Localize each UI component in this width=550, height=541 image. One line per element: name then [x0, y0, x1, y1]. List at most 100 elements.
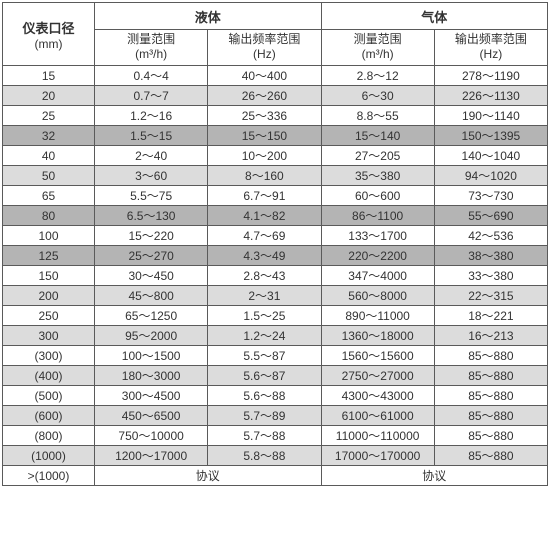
- cell-gas-freq: 150～1395: [434, 126, 547, 146]
- cell-liquid-measure: 1200～17000: [95, 446, 208, 466]
- cell-liquid-freq: 6.7～91: [208, 186, 321, 206]
- cell-liquid-freq: 1.2～24: [208, 326, 321, 346]
- cell-diameter: 50: [3, 166, 95, 186]
- header-gas-freq: 输出频率范围 (Hz): [434, 30, 547, 66]
- cell-gas-freq: 94～1020: [434, 166, 547, 186]
- cell-liquid-measure: 45～800: [95, 286, 208, 306]
- cell-liquid-measure: 65～1250: [95, 306, 208, 326]
- table-row: (300)100～15005.5～871560～1560085～880: [3, 346, 548, 366]
- cell-gas-freq: 278～1190: [434, 66, 547, 86]
- table-row: (800)750～100005.7～8811000～11000085～880: [3, 426, 548, 446]
- table-header: 仪表口径 (mm) 液体 气体 测量范围 (m³/h) 输出频率范围 (Hz) …: [3, 3, 548, 66]
- cell-gas-freq: 42～536: [434, 226, 547, 246]
- cell-gas-measure: 60～600: [321, 186, 434, 206]
- cell-gas-measure: 1360～18000: [321, 326, 434, 346]
- table-row: 251.2～1625～3368.8～55190～1140: [3, 106, 548, 126]
- table-row: 806.5～1304.1～8286～110055～690: [3, 206, 548, 226]
- cell-gas-measure: 2.8～12: [321, 66, 434, 86]
- cell-liquid-freq: 4.7～69: [208, 226, 321, 246]
- cell-gas-freq: 190～1140: [434, 106, 547, 126]
- cell-liquid-freq: 10～200: [208, 146, 321, 166]
- cell-liquid-measure: 0.7～7: [95, 86, 208, 106]
- table-row: 20045～8002～31560～800022～315: [3, 286, 548, 306]
- header-diameter-label: 仪表口径: [3, 18, 94, 37]
- cell-gas-freq: 85～880: [434, 366, 547, 386]
- cell-gas-freq: 85～880: [434, 446, 547, 466]
- cell-gas-measure: 8.8～55: [321, 106, 434, 126]
- cell-liquid-measure: 2～40: [95, 146, 208, 166]
- table-row: 655.5～756.7～9160～60073～730: [3, 186, 548, 206]
- cell-liquid-measure: 1.2～16: [95, 106, 208, 126]
- cell-gas-freq: 85～880: [434, 406, 547, 426]
- cell-liquid-freq: 5.6～88: [208, 386, 321, 406]
- cell-gas-freq: 22～315: [434, 286, 547, 306]
- cell-gas-measure: 4300～43000: [321, 386, 434, 406]
- table-row: (600)450～65005.7～896100～6100085～880: [3, 406, 548, 426]
- table-body: 150.4～440～4002.8～12278～1190200.7～726～260…: [3, 66, 548, 486]
- cell-liquid-freq: 26～260: [208, 86, 321, 106]
- table-row: 30095～20001.2～241360～1800016～213: [3, 326, 548, 346]
- cell-gas-freq: 140～1040: [434, 146, 547, 166]
- cell-gas-freq: 85～880: [434, 426, 547, 446]
- cell-liquid-freq: 2～31: [208, 286, 321, 306]
- cell-diameter: 15: [3, 66, 95, 86]
- cell-diameter: (500): [3, 386, 95, 406]
- cell-liquid-freq: 8～160: [208, 166, 321, 186]
- cell-liquid-measure: 15～220: [95, 226, 208, 246]
- cell-liquid-freq: 5.7～88: [208, 426, 321, 446]
- cell-liquid-freq: 15～150: [208, 126, 321, 146]
- cell-liquid-freq: 4.1～82: [208, 206, 321, 226]
- table-row: (1000)1200～170005.8～8817000～17000085～880: [3, 446, 548, 466]
- cell-diameter: (1000): [3, 446, 95, 466]
- cell-gas-measure: 11000～110000: [321, 426, 434, 446]
- cell-liquid-measure: 1.5～15: [95, 126, 208, 146]
- cell-diameter: 80: [3, 206, 95, 226]
- cell-liquid-freq: 2.8～43: [208, 266, 321, 286]
- cell-diameter: 250: [3, 306, 95, 326]
- header-liquid-measure: 测量范围 (m³/h): [95, 30, 208, 66]
- cell-liquid-measure: 25～270: [95, 246, 208, 266]
- cell-gas-freq: 55～690: [434, 206, 547, 226]
- cell-liquid-freq: 5.8～88: [208, 446, 321, 466]
- cell-liquid-freq: 1.5～25: [208, 306, 321, 326]
- cell-diameter: (600): [3, 406, 95, 426]
- cell-diameter: 100: [3, 226, 95, 246]
- cell-gas-freq: 85～880: [434, 346, 547, 366]
- cell-liquid-measure: 6.5～130: [95, 206, 208, 226]
- cell-diameter: 125: [3, 246, 95, 266]
- table-row: 503～608～16035～38094～1020: [3, 166, 548, 186]
- cell-diameter: (400): [3, 366, 95, 386]
- cell-gas-measure: 35～380: [321, 166, 434, 186]
- cell-liquid-freq: 4.3～49: [208, 246, 321, 266]
- table-row: (500)300～45005.6～884300～4300085～880: [3, 386, 548, 406]
- cell-liquid-freq: 5.5～87: [208, 346, 321, 366]
- table-row: (400)180～30005.6～872750～2700085～880: [3, 366, 548, 386]
- cell-gas-measure: 6～30: [321, 86, 434, 106]
- cell-liquid-measure: 750～10000: [95, 426, 208, 446]
- cell-liquid-freq: 5.6～87: [208, 366, 321, 386]
- cell-liquid-measure: 300～4500: [95, 386, 208, 406]
- header-diameter-unit: (mm): [3, 37, 94, 51]
- header-gas: 气体: [321, 3, 548, 30]
- table-row: 150.4～440～4002.8～12278～1190: [3, 66, 548, 86]
- cell-liquid-measure: 3～60: [95, 166, 208, 186]
- cell-liquid-measure: 30～450: [95, 266, 208, 286]
- cell-liquid-freq: 25～336: [208, 106, 321, 126]
- cell-gas-measure: 220～2200: [321, 246, 434, 266]
- spec-table: 仪表口径 (mm) 液体 气体 测量范围 (m³/h) 输出频率范围 (Hz) …: [2, 2, 548, 486]
- cell-diameter: (800): [3, 426, 95, 446]
- cell-gas-measure: 1560～15600: [321, 346, 434, 366]
- cell-liquid-span: 协议: [95, 466, 322, 486]
- cell-diameter: >(1000): [3, 466, 95, 486]
- cell-liquid-measure: 100～1500: [95, 346, 208, 366]
- cell-gas-freq: 73～730: [434, 186, 547, 206]
- table-row: 321.5～1515～15015～140150～1395: [3, 126, 548, 146]
- cell-gas-measure: 6100～61000: [321, 406, 434, 426]
- cell-diameter: 300: [3, 326, 95, 346]
- cell-diameter: 32: [3, 126, 95, 146]
- cell-diameter: 20: [3, 86, 95, 106]
- cell-gas-freq: 38～380: [434, 246, 547, 266]
- cell-gas-freq: 16～213: [434, 326, 547, 346]
- cell-liquid-measure: 0.4～4: [95, 66, 208, 86]
- header-liquid: 液体: [95, 3, 322, 30]
